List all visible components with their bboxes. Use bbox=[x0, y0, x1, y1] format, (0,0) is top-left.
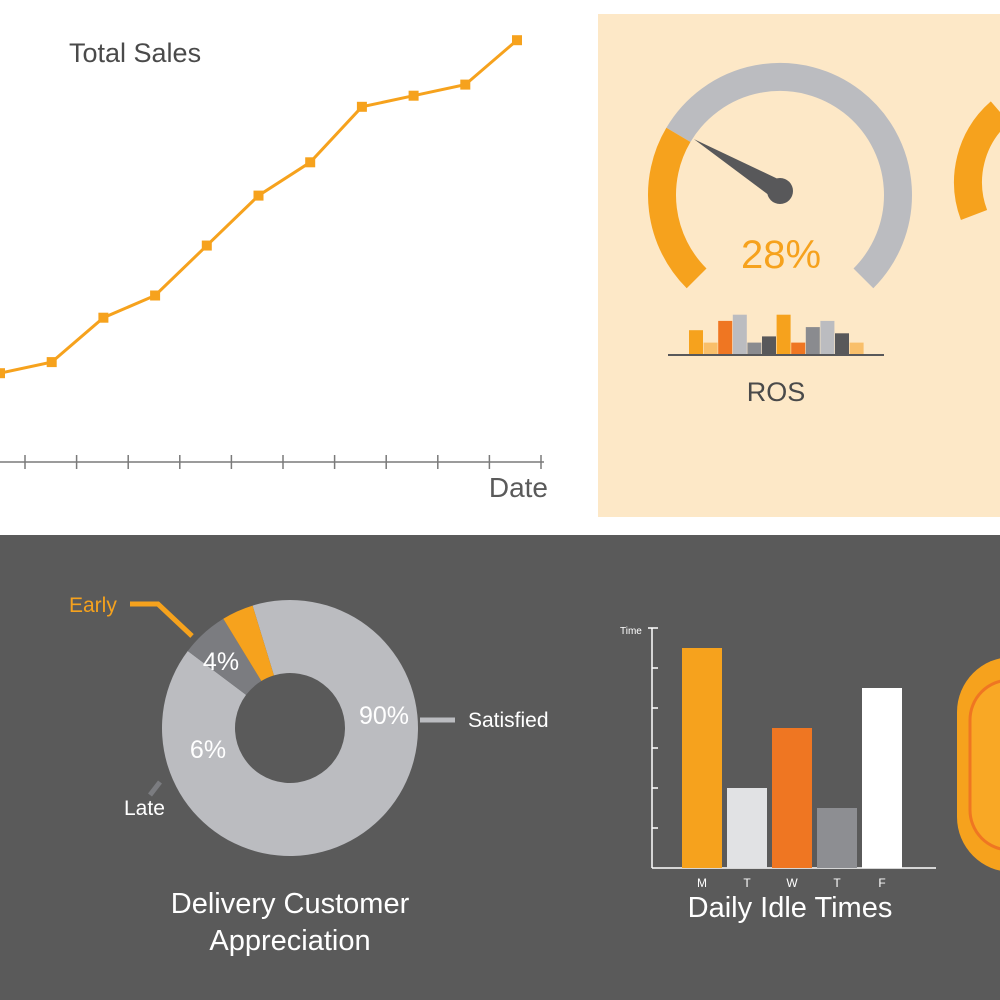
ros-mini-bar bbox=[747, 342, 762, 355]
total-sales-title: Total Sales bbox=[69, 38, 201, 68]
ros-mini-bar bbox=[762, 336, 776, 355]
ros-mini-bar bbox=[689, 330, 703, 355]
donut-title-line-2: Appreciation bbox=[209, 925, 370, 957]
early-leader-line bbox=[130, 601, 194, 638]
bar bbox=[772, 728, 812, 868]
donut-title-line-1: Delivery Customer bbox=[171, 888, 410, 920]
second-gauge-partial bbox=[954, 101, 1000, 220]
sales-point bbox=[253, 190, 264, 201]
slice-label-satisfied: 90% bbox=[359, 702, 409, 730]
y-axis-label: Time bbox=[620, 626, 642, 637]
total-sales-chart: Total Sales Date bbox=[0, 35, 548, 503]
slice-label-late: 6% bbox=[190, 736, 226, 764]
ros-mini-bar bbox=[718, 320, 733, 355]
legend-satisfied: Satisfied bbox=[468, 709, 549, 732]
delivery-donut-chart: 90% 4% 6% Early Satisfied Late Delivery … bbox=[69, 594, 549, 957]
sales-point bbox=[201, 240, 212, 251]
ros-mini-bar bbox=[805, 327, 820, 355]
sales-point bbox=[46, 357, 57, 368]
daily-idle-times-chart: Time M T W T F Daily Idle Times bbox=[620, 626, 936, 924]
donut-slices bbox=[161, 600, 418, 857]
ros-mini-bar bbox=[776, 314, 791, 355]
right-edge-pill-partial bbox=[957, 658, 1000, 871]
sales-point bbox=[408, 90, 419, 101]
sales-point bbox=[356, 101, 367, 112]
bar bbox=[727, 788, 767, 868]
legend-early: Early bbox=[69, 594, 117, 617]
bar bbox=[682, 648, 722, 868]
gauge-value: 28% bbox=[741, 233, 821, 277]
ros-panel-background bbox=[598, 14, 1000, 517]
ros-mini-bar bbox=[791, 342, 806, 355]
sales-point bbox=[305, 157, 316, 168]
donut-slice bbox=[187, 618, 262, 695]
gauge-label: ROS bbox=[747, 377, 806, 407]
ros-mini-bar bbox=[820, 320, 835, 355]
gauge-needle bbox=[693, 139, 786, 200]
ros-mini-bar bbox=[703, 342, 718, 355]
gauge-fill bbox=[648, 127, 707, 289]
bar-category-label: T bbox=[833, 876, 841, 890]
bar bbox=[862, 688, 902, 868]
bar-category-label: T bbox=[743, 876, 751, 890]
ros-mini-bar bbox=[732, 314, 747, 355]
late-leader-line bbox=[148, 780, 162, 797]
sales-point bbox=[512, 35, 522, 46]
sales-series-line bbox=[0, 39, 518, 375]
sales-point bbox=[460, 79, 471, 90]
gauge-needle-hub bbox=[767, 178, 793, 204]
ros-panel: 28% ROS bbox=[598, 14, 1000, 517]
bar bbox=[817, 808, 857, 868]
donut-slice bbox=[161, 600, 418, 857]
x-axis-ticks bbox=[24, 455, 542, 469]
legend-late: Late bbox=[124, 797, 165, 820]
sales-point bbox=[98, 312, 109, 323]
x-axis-label: Date bbox=[489, 472, 548, 503]
ros-mini-bars bbox=[689, 314, 864, 355]
pill-inner bbox=[968, 679, 1000, 851]
sales-data-points bbox=[0, 35, 522, 379]
bar-category-label: M bbox=[697, 876, 707, 890]
ros-mini-bar bbox=[849, 342, 864, 355]
donut-slice bbox=[223, 605, 274, 682]
bar-y-ticks bbox=[648, 627, 658, 829]
bar-chart-title: Daily Idle Times bbox=[688, 892, 893, 924]
sales-point bbox=[0, 368, 5, 379]
gauge-track bbox=[666, 62, 912, 289]
ros-mini-bar bbox=[835, 333, 849, 355]
bars bbox=[682, 648, 902, 868]
bar-category-label: W bbox=[786, 876, 798, 890]
sales-point bbox=[150, 290, 161, 301]
slice-label-early: 4% bbox=[203, 648, 239, 676]
bar-category-label: F bbox=[878, 876, 885, 890]
